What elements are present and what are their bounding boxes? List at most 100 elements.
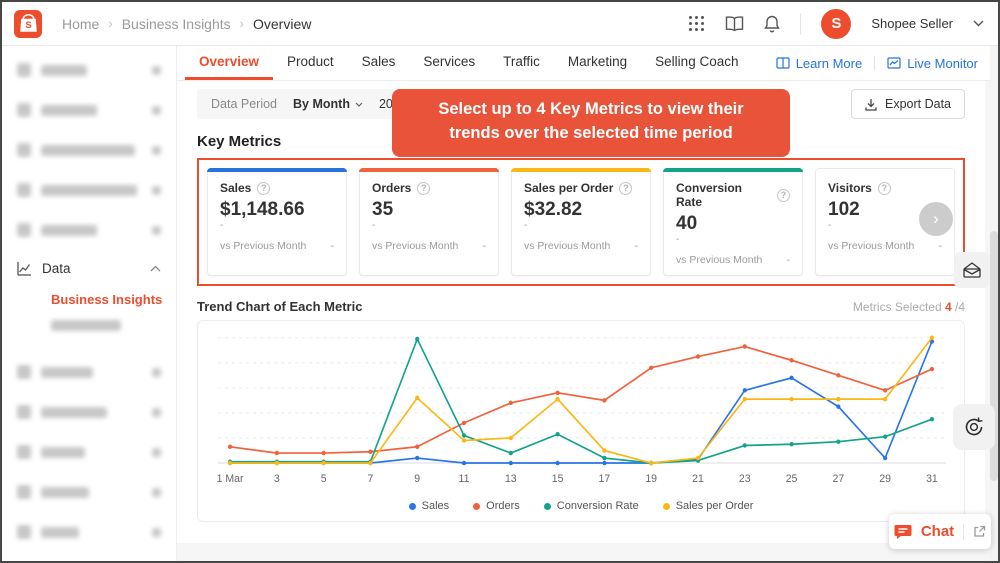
sidebar-item-redacted[interactable] [2,210,176,250]
redacted-icon [17,143,31,157]
sidebar-item-redacted[interactable] [2,170,176,210]
help-icon[interactable]: ? [619,182,632,195]
assistant-float-widget[interactable] [953,404,995,450]
svg-text:19: 19 [645,473,657,485]
sidebar-item-redacted[interactable] [2,352,176,392]
redacted-icon [17,485,31,499]
sidebar-item-redacted[interactable] [2,312,176,338]
legend-item-sales-per-order[interactable]: Sales per Order [663,500,754,512]
compare-label: vs Previous Month [828,240,914,252]
metric-value: $32.82 [524,199,638,221]
legend-item-sales[interactable]: Sales [409,500,450,512]
redacted-text [41,527,79,538]
breadcrumb-item-home[interactable]: Home [62,16,99,32]
svg-text:15: 15 [552,473,564,485]
help-icon[interactable]: ? [257,182,270,195]
tab-marketing[interactable]: Marketing [554,46,641,80]
svg-text:5: 5 [321,473,327,485]
sidebar-item-redacted[interactable] [2,432,176,472]
help-icon[interactable]: ? [878,182,891,195]
redacted-icon [17,365,31,379]
circular-arrows-icon [962,415,986,439]
metric-card-sales-per-order[interactable]: Sales per Order?$32.82-vs Previous Month… [511,168,651,276]
legend-dot [473,503,480,510]
sidebar-item-redacted[interactable] [2,392,176,432]
metric-card-sales[interactable]: Sales?$1,148.66-vs Previous Month- [207,168,347,276]
metric-card-conversion-rate[interactable]: Conversion Rate?40-vs Previous Month- [663,168,803,276]
live-monitor-link[interactable]: Live Monitor [887,56,978,71]
open-book-icon [776,57,790,69]
legend-item-orders[interactable]: Orders [473,500,520,512]
breadcrumb-item-business-insights[interactable]: Business Insights [122,16,231,32]
apps-grid-icon[interactable] [688,15,705,32]
chat-button[interactable]: Chat [889,514,991,549]
avatar[interactable]: S [821,9,851,39]
learn-more-link[interactable]: Learn More [776,56,862,71]
metric-card-accent [511,168,651,172]
sidebar: Data Business Insights [2,46,177,561]
metric-cards: Sales?$1,148.66-vs Previous Month-Orders… [207,168,955,276]
redacted-chevron [152,448,161,457]
account-name[interactable]: Shopee Seller [871,16,953,31]
inbox-widget[interactable] [954,252,990,288]
chevron-down-icon [355,102,363,107]
book-icon[interactable] [725,16,744,32]
tab-services[interactable]: Services [409,46,489,80]
export-data-button[interactable]: Export Data [851,89,965,119]
sidebar-item-business-insights[interactable]: Business Insights [2,286,176,312]
svg-text:17: 17 [599,473,611,485]
help-icon[interactable]: ? [777,189,790,202]
shopee-seller-center: S Home › Business Insights › Overview S Shop… [0,0,1000,563]
metric-card-orders[interactable]: Orders?35-vs Previous Month- [359,168,499,276]
svg-text:1 Mar: 1 Mar [217,473,244,485]
svg-text:3: 3 [274,473,280,485]
metric-label: Visitors [828,181,872,195]
metric-compare-row: vs Previous Month- [676,254,790,266]
legend-item-conversion-rate[interactable]: Conversion Rate [544,500,639,512]
shopee-logo-icon[interactable]: S [14,10,42,38]
tab-selling-coach[interactable]: Selling Coach [641,46,752,80]
compare-label: vs Previous Month [676,254,762,266]
bell-icon[interactable] [764,15,780,33]
chevron-down-icon[interactable] [973,20,984,27]
metric-value: $1,148.66 [220,199,334,221]
granularity-dropdown[interactable]: By Month [293,97,363,111]
compare-label: vs Previous Month [220,240,306,252]
sidebar-section-data[interactable]: Data [2,250,176,286]
sidebar-item-redacted[interactable] [2,130,176,170]
legend-label: Conversion Rate [557,500,639,512]
metric-sub-value: - [220,221,334,231]
redacted-chevron [152,106,161,115]
help-icon[interactable]: ? [417,182,430,195]
metric-card-accent [207,168,347,172]
redacted-icon [17,183,31,197]
breadcrumb-separator: › [108,16,112,31]
popout-icon[interactable] [973,525,986,538]
sidebar-item-redacted[interactable] [2,90,176,130]
redacted-chevron [152,488,161,497]
redacted-text [41,225,97,236]
tabs: OverviewProductSalesServicesTrafficMarke… [185,46,752,80]
tab-overview[interactable]: Overview [185,46,273,80]
tab-links: Learn More Live Monitor [776,46,990,80]
scrollbar-track [990,46,998,561]
redacted-chevron [152,226,161,235]
legend-label: Sales [422,500,450,512]
tab-sales[interactable]: Sales [348,46,410,80]
sidebar-item-redacted[interactable] [2,512,176,552]
carousel-next-button[interactable]: › [919,202,953,236]
redacted-text [51,320,121,331]
tab-product[interactable]: Product [273,46,348,80]
svg-text:23: 23 [739,473,751,485]
redacted-chevron [152,66,161,75]
compare-value: - [939,240,943,252]
redacted-text [41,105,97,116]
redacted-icon [17,525,31,539]
metric-sub-value: - [524,221,638,231]
sidebar-item-redacted[interactable] [2,472,176,512]
tab-traffic[interactable]: Traffic [489,46,554,80]
sidebar-item-redacted[interactable] [2,50,176,90]
redacted-icon [17,445,31,459]
svg-text:11: 11 [459,473,470,485]
sidebar-section-label: Data [42,261,71,276]
